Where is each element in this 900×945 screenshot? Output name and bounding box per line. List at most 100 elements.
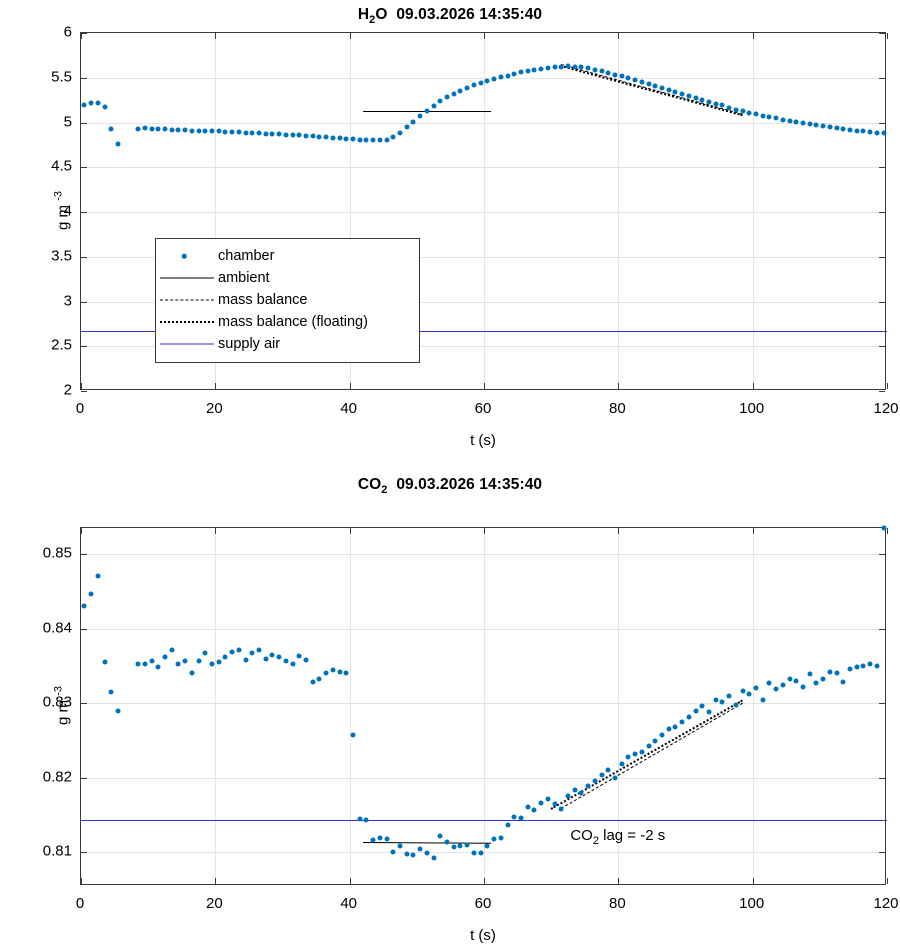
mass-balance-line (363, 842, 491, 845)
gridline-vertical (484, 528, 485, 884)
data-point (249, 130, 255, 136)
data-point (377, 835, 383, 841)
co2-lag-annotation: CO2 lag = -2 s (570, 827, 665, 847)
data-point (256, 130, 262, 136)
y-axis-tick (81, 852, 87, 854)
data-point (316, 676, 322, 682)
data-point (175, 661, 181, 667)
data-point (263, 131, 269, 137)
data-point (269, 131, 275, 137)
data-point (88, 591, 94, 597)
legend-item-label: chamber (218, 248, 275, 264)
data-point (363, 817, 369, 823)
gridline-vertical (349, 33, 351, 389)
data-point (612, 72, 618, 78)
data-point (552, 64, 558, 70)
data-point (303, 657, 309, 663)
data-point (390, 849, 396, 855)
data-point (746, 691, 752, 697)
legend-item-mass-balance-floating-[interactable]: mass balance (floating) (156, 311, 419, 333)
data-point (169, 647, 175, 653)
data-point (209, 661, 215, 667)
data-point (699, 97, 705, 103)
data-point (115, 141, 121, 147)
data-point (337, 135, 343, 141)
data-point (599, 772, 605, 778)
x-axis-tick-label: 60 (474, 895, 492, 912)
data-point (807, 121, 813, 127)
y-axis-tick (879, 391, 885, 392)
data-point (773, 115, 779, 121)
data-point (323, 134, 329, 140)
data-point (491, 836, 497, 842)
x-axis-tick (887, 33, 888, 39)
data-point (471, 850, 477, 856)
data-point (585, 65, 591, 71)
data-point (451, 91, 457, 97)
gridline-horizontal (81, 122, 885, 124)
data-point (793, 678, 799, 684)
title-species: H (357, 6, 370, 23)
data-point (437, 833, 443, 839)
data-point (753, 111, 759, 117)
data-point (854, 128, 860, 134)
data-point (646, 81, 652, 87)
data-point (478, 80, 484, 86)
data-point (793, 119, 799, 125)
data-point (457, 843, 463, 849)
data-point (296, 132, 302, 138)
chart-title-h2o: H2O 09.03.2026 14:35:40 (0, 6, 900, 26)
y-axis-tick (81, 212, 87, 213)
data-point (652, 83, 658, 89)
data-point (760, 113, 766, 119)
data-point (337, 669, 343, 675)
data-point (847, 666, 853, 672)
gridline-vertical (752, 528, 754, 884)
legend-item-supply-air[interactable]: supply air (156, 333, 419, 355)
data-point (229, 649, 235, 655)
y-axis-tick-label: 4 (63, 202, 72, 220)
x-axis-tick (215, 878, 217, 884)
legend-item-label: ambient (218, 270, 270, 286)
legend-item-chamber[interactable]: chamber (156, 245, 419, 267)
data-point (390, 134, 396, 140)
data-point (733, 107, 739, 113)
data-point (330, 667, 336, 673)
data-point (155, 126, 161, 132)
y-axis-tick (879, 122, 885, 124)
data-point (149, 658, 155, 664)
y-axis-tick (879, 77, 885, 79)
data-point (310, 133, 316, 139)
data-point (343, 670, 349, 676)
data-point (377, 137, 383, 143)
gridline-horizontal (81, 777, 885, 779)
panel-h2o: H2O 09.03.2026 14:35:40 g m -3 t (s) cha… (0, 0, 900, 470)
data-point (874, 130, 880, 136)
data-point (699, 703, 705, 709)
data-point (545, 796, 551, 802)
data-point (625, 754, 631, 760)
x-axis-tick-label: 60 (474, 400, 492, 417)
data-point (827, 124, 833, 130)
data-point (417, 113, 423, 119)
data-point (834, 670, 840, 676)
data-point (565, 63, 571, 69)
data-point (491, 76, 497, 82)
data-point (431, 103, 437, 109)
data-point (149, 126, 155, 132)
y-axis-tick (81, 346, 87, 348)
legend-item-ambient[interactable]: ambient (156, 267, 419, 289)
data-point (249, 650, 255, 656)
data-point (296, 653, 302, 659)
y-axis-tick-label: 3.5 (51, 247, 72, 265)
data-point (431, 855, 437, 861)
title-timestamp: 09.03.2026 14:35:40 (387, 6, 543, 23)
gridline-vertical (215, 528, 217, 884)
data-point (505, 73, 510, 78)
data-point (867, 661, 873, 667)
data-point (115, 708, 121, 714)
data-point (196, 128, 202, 134)
gridline-vertical (618, 33, 620, 389)
legend-item-mass-balance[interactable]: mass balance (156, 289, 419, 311)
